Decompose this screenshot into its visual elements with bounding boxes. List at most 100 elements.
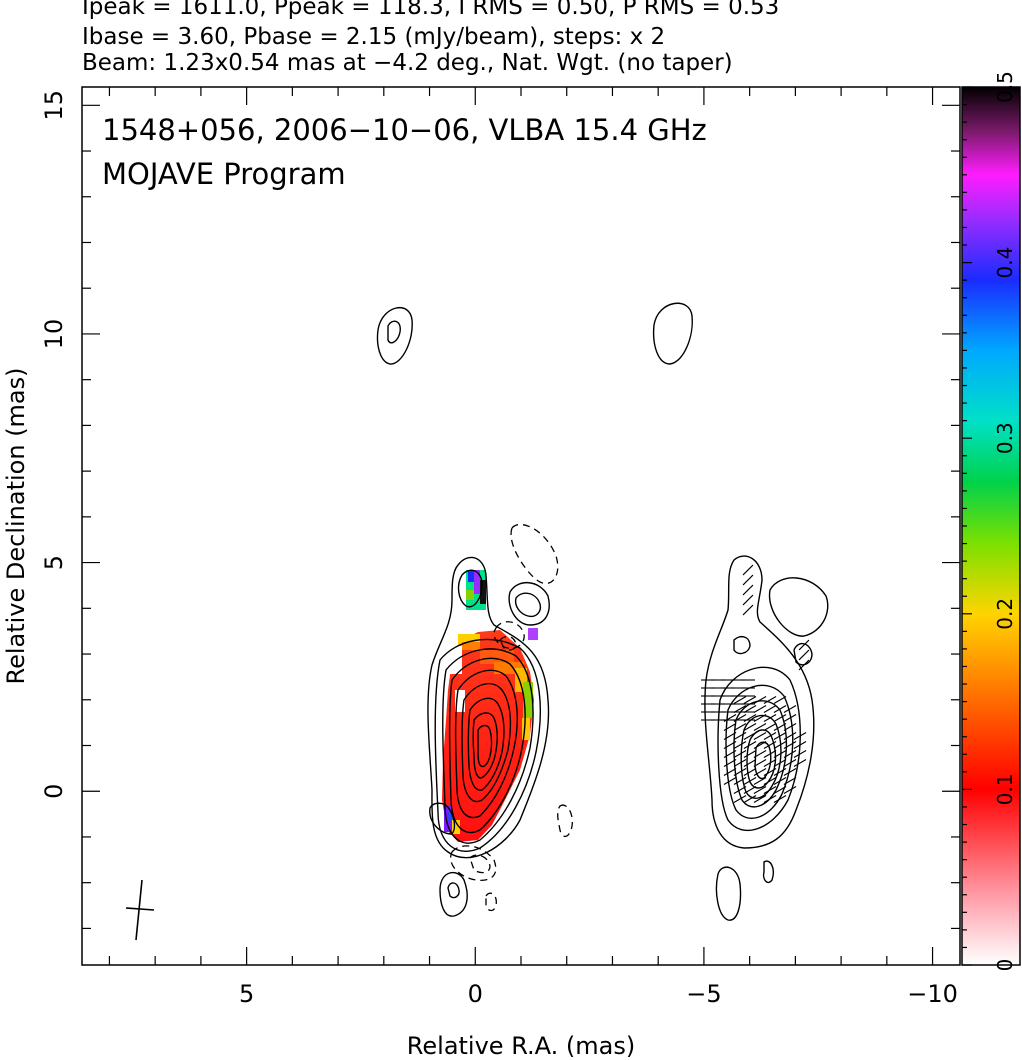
evpa-tick	[783, 723, 797, 731]
x-tick-label: −10	[907, 980, 958, 1008]
blank-pixels	[455, 690, 465, 712]
y-tick-label: 0	[40, 784, 68, 799]
evpa-tick	[733, 777, 747, 785]
axis-tick-labels: 5 0 −5 −10 0 5 10 15	[40, 90, 958, 1008]
evpa-tick	[753, 795, 767, 803]
colorbar-tick-label: 0	[993, 959, 1017, 972]
y-tick-label: 5	[40, 555, 68, 570]
evpa-tick	[743, 705, 757, 713]
colorbar-ticks	[962, 86, 972, 966]
header-line-2: Ibase = 3.60, Pbase = 2.15 (mJy/beam), s…	[82, 24, 666, 50]
evpa-tick	[733, 768, 747, 776]
evpa-tick	[733, 759, 747, 767]
colorbar-tick-label: 0.2	[993, 598, 1017, 630]
evpa-tick	[743, 723, 757, 731]
evpa-panel	[701, 555, 829, 921]
evpa-tick	[773, 768, 787, 776]
beam-ellipse-marker	[125, 879, 155, 941]
evpa-tick	[733, 786, 747, 794]
evpa-tick	[763, 741, 777, 749]
evpa-tick	[763, 768, 777, 776]
evpa-tick	[773, 777, 787, 785]
evpa-tick	[783, 759, 797, 767]
evpa-tick	[753, 759, 767, 767]
evpa-tick	[773, 741, 787, 749]
evpa-tick	[783, 714, 797, 722]
evpa-tick	[743, 696, 757, 704]
chart-subtitle: MOJAVE Program	[102, 157, 346, 191]
x-axis-label: Relative R.A. (mas)	[407, 1032, 635, 1060]
evpa-tick	[753, 741, 767, 749]
evpa-tick	[733, 795, 747, 803]
evpa-tick	[723, 768, 737, 776]
evpa-tick	[763, 759, 777, 767]
colorbar-tick-label: 0.5	[993, 71, 1017, 103]
polarization-patch	[480, 650, 514, 664]
colorbar	[962, 87, 1020, 965]
evpa-tick	[783, 732, 797, 740]
evpa-tick	[733, 741, 747, 749]
evpa-tick	[753, 723, 767, 731]
evpa-tick	[733, 723, 747, 731]
negative-contours	[450, 523, 573, 912]
evpa-tick	[783, 705, 797, 713]
evpa-tick	[723, 741, 737, 749]
intensity-contours	[376, 302, 693, 917]
evpa-tick	[783, 750, 797, 758]
evpa-tick	[783, 741, 797, 749]
evpa-tick	[733, 705, 747, 713]
evpa-tick	[753, 705, 767, 713]
polarization-patch	[528, 628, 538, 640]
evpa-tick	[742, 584, 754, 596]
evpa-tick	[723, 777, 737, 785]
x-tick-label: −5	[686, 980, 721, 1008]
evpa-tick	[773, 759, 787, 767]
colorbar-tick-label: 0.4	[993, 247, 1017, 279]
evpa-tick	[763, 732, 777, 740]
evpa-tick	[763, 795, 777, 803]
evpa-tick	[723, 732, 737, 740]
evpa-tick	[793, 759, 807, 767]
evpa-tick	[773, 750, 787, 758]
evpa-tick	[742, 564, 754, 576]
evpa-tick	[733, 750, 747, 758]
y-axis-label: Relative Declination (mas)	[2, 367, 30, 684]
evpa-tick	[773, 723, 787, 731]
evpa-tick	[773, 696, 787, 704]
evpa-tick	[753, 768, 767, 776]
evpa-tick	[763, 696, 777, 704]
evpa-tick	[763, 723, 777, 731]
evpa-tick	[763, 714, 777, 722]
evpa-tick	[743, 750, 757, 758]
evpa-tick	[798, 659, 810, 671]
polarization-patch	[468, 570, 474, 582]
evpa-tick	[743, 777, 757, 785]
polarization-patch	[466, 590, 474, 600]
evpa-tick	[742, 574, 754, 586]
evpa-tick	[742, 594, 754, 606]
header-line-3: Beam: 1.23x0.54 mas at −4.2 deg., Nat. W…	[82, 50, 733, 76]
evpa-ticks	[701, 564, 810, 803]
evpa-tick	[743, 795, 757, 803]
evpa-tick	[743, 759, 757, 767]
evpa-tick	[793, 741, 807, 749]
evpa-tick	[733, 714, 747, 722]
evpa-tick	[743, 714, 757, 722]
evpa-tick	[773, 714, 787, 722]
evpa-tick	[798, 649, 810, 661]
evpa-tick	[753, 732, 767, 740]
plot-frame	[81, 86, 961, 966]
evpa-tick	[723, 750, 737, 758]
evpa-tick	[742, 604, 754, 616]
evpa-tick	[723, 723, 737, 731]
y-tick-label: 10	[40, 319, 68, 350]
evpa-tick	[773, 705, 787, 713]
evpa-tick	[733, 696, 747, 704]
polarization-patch	[523, 682, 533, 718]
x-tick-label: 0	[468, 980, 483, 1008]
polarization-patch	[448, 812, 454, 822]
colorbar-tick-label: 0.3	[993, 422, 1017, 454]
chart-title: 1548+056, 2006−10−06, VLBA 15.4 GHz	[102, 113, 707, 147]
evpa-tick	[798, 639, 810, 651]
